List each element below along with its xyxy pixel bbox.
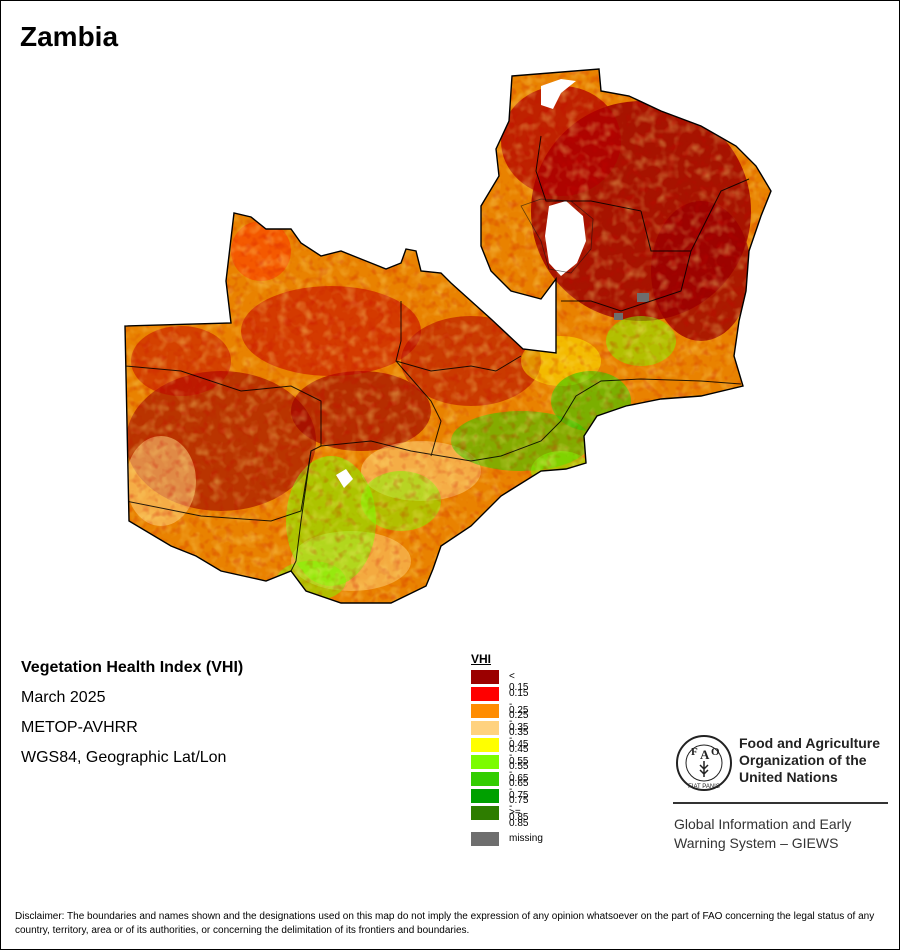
- legend-item: < 0.15: [471, 669, 528, 693]
- vhi-map: [124, 68, 772, 604]
- legend-swatch: [471, 687, 499, 701]
- legend-swatch: [471, 755, 499, 769]
- fao-logo-icon: F A O FIAT PANIS: [676, 735, 732, 791]
- legend-swatch: [471, 704, 499, 718]
- legend-label: 0.55 - 0.65: [509, 756, 529, 789]
- giews-line: Warning System – GIEWS: [674, 835, 839, 851]
- map-title: Zambia: [20, 21, 119, 52]
- legend-label: 0.75 - 0.85: [509, 790, 529, 823]
- legend-label: missing: [509, 833, 543, 844]
- fao-motto: FIAT PANIS: [688, 784, 720, 790]
- disclaimer: Disclaimer: The boundaries and names sho…: [15, 911, 875, 936]
- legend-swatch: [471, 772, 499, 786]
- legend-item: 0.25 - 0.35: [471, 703, 528, 738]
- vhi-raster: [125, 69, 771, 603]
- legend-label: < 0.15: [509, 671, 529, 693]
- vhi-legend: VHI < 0.15 0.15 - 0.25 0.25 - 0.35 0.35 …: [471, 652, 543, 848]
- legend-item: 0.75 - 0.85: [471, 788, 528, 823]
- legend-label: 0.35 - 0.45: [509, 722, 529, 755]
- fao-letter-f: F: [691, 746, 698, 758]
- legend-item: 0.15 - 0.25: [471, 686, 528, 721]
- divider: [673, 802, 888, 804]
- legend-swatch: [471, 789, 499, 803]
- fao-letter-o: O: [711, 746, 720, 758]
- legend-item: 0.35 - 0.45: [471, 720, 528, 755]
- sensor-name: METOP-AVHRR: [21, 719, 138, 736]
- map-date: March 2025: [21, 689, 106, 706]
- legend-item: 0.45 - 0.55: [471, 737, 528, 772]
- legend-swatch: [471, 721, 499, 735]
- legend-label: 0.25 - 0.35: [509, 705, 529, 738]
- legend-label: 0.45 - 0.55: [509, 739, 529, 772]
- fao-name-line: Food and Agriculture: [739, 735, 881, 751]
- legend-item: 0.55 - 0.65: [471, 754, 528, 789]
- legend-item-missing: missing: [471, 831, 543, 848]
- legend-label: >= 0.85: [509, 807, 529, 829]
- legend-title: VHI: [471, 652, 492, 666]
- product-name: Vegetation Health Index (VHI): [21, 659, 244, 676]
- legend-swatch: [471, 806, 499, 820]
- fao-name-line: United Nations: [739, 769, 838, 785]
- country-border: [124, 68, 772, 604]
- projection-text: WGS84, Geographic Lat/Lon: [21, 749, 227, 766]
- legend-swatch: [471, 670, 499, 684]
- giews-name: Global Information and Early Warning Sys…: [674, 815, 851, 853]
- fao-letter-a: A: [700, 747, 710, 762]
- map-info: Vegetation Health Index (VHI) March 2025…: [21, 658, 243, 778]
- legend-label: 0.65 - 0.75: [509, 773, 529, 806]
- giews-line: Global Information and Early: [674, 816, 852, 832]
- fao-name: Food and Agriculture Organization of the…: [739, 735, 880, 786]
- legend-item: >= 0.85: [471, 805, 528, 829]
- legend-swatch: [471, 738, 499, 752]
- legend-item: 0.65 - 0.75: [471, 771, 528, 806]
- legend-label: 0.15 - 0.25: [509, 688, 529, 721]
- fao-name-line: Organization of the: [739, 752, 867, 768]
- legend-swatch: [471, 832, 499, 846]
